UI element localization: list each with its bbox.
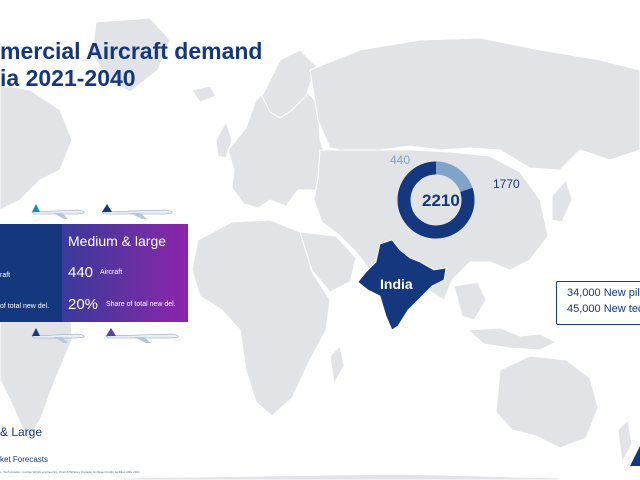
scandinavia-landmass <box>261 49 317 119</box>
single-aisle-panel: raft of total new del. <box>0 224 62 322</box>
title-line-1: mercial Aircraft demand <box>0 38 263 64</box>
southeast-asia-landmass <box>453 281 487 321</box>
donut-segment-1770 <box>397 161 475 239</box>
medium-large-share-label: Share of total new del. <box>106 301 176 308</box>
aircraft-icon-1 <box>31 204 85 219</box>
left-panel-aircraft-label: raft <box>0 272 11 279</box>
title-line-2: ia 2021-2040 <box>0 65 136 91</box>
aircraft-icon-3 <box>31 328 85 343</box>
page-title: mercial Aircraft demand ia 2021-2040 <box>0 38 262 92</box>
donut-large-value-label: 1770 <box>493 177 520 191</box>
footer-source-label: ket Forecasts <box>0 455 49 464</box>
medium-large-panel: Medium & large 440 Aircraft 20% Share of… <box>62 224 188 322</box>
footer-category-label: & Large <box>0 425 43 439</box>
left-panel-share-label: of total new del. <box>0 303 50 310</box>
india-country-shape[interactable] <box>357 239 447 331</box>
india-label: India <box>380 276 413 292</box>
madagascar-landmass <box>329 344 345 386</box>
pilots-legend-text: 34,000 New pil <box>567 287 640 299</box>
medium-large-aircraft-value: 440 <box>68 264 94 281</box>
aircraft-icon-4 <box>105 328 179 343</box>
donut-small-value-label: 440 <box>390 153 411 167</box>
greenland-landmass <box>91 17 171 93</box>
arabia-landmass <box>299 231 357 293</box>
medium-large-aircraft-unit: Aircraft <box>100 269 123 276</box>
aircraft-icon-2 <box>101 204 173 219</box>
brand-logo-icon <box>630 446 640 466</box>
north-america-landmass <box>0 84 73 211</box>
medium-large-header: Medium & large <box>68 233 167 249</box>
footer-fineprint: s, Tech Aviation, Curtiss Wright enginee… <box>0 470 140 474</box>
technicians-legend-text: 45,000 New tec <box>567 303 640 315</box>
africa-landmass <box>191 219 331 417</box>
iceland-landmass <box>191 85 217 103</box>
japan-landmass <box>551 178 573 223</box>
antarctica-landmass <box>119 473 561 480</box>
asia-landmass <box>313 149 549 302</box>
donut-chart <box>397 161 475 239</box>
workforce-legend-box: 34,000 New pil 45,000 New tec <box>556 281 640 325</box>
new-zealand-landmass <box>617 418 633 464</box>
indonesia-landmass <box>466 327 558 351</box>
australia-landmass <box>495 355 599 449</box>
donut-total-label: 2210 <box>422 191 460 210</box>
medium-large-share-value: 20% <box>68 296 99 313</box>
